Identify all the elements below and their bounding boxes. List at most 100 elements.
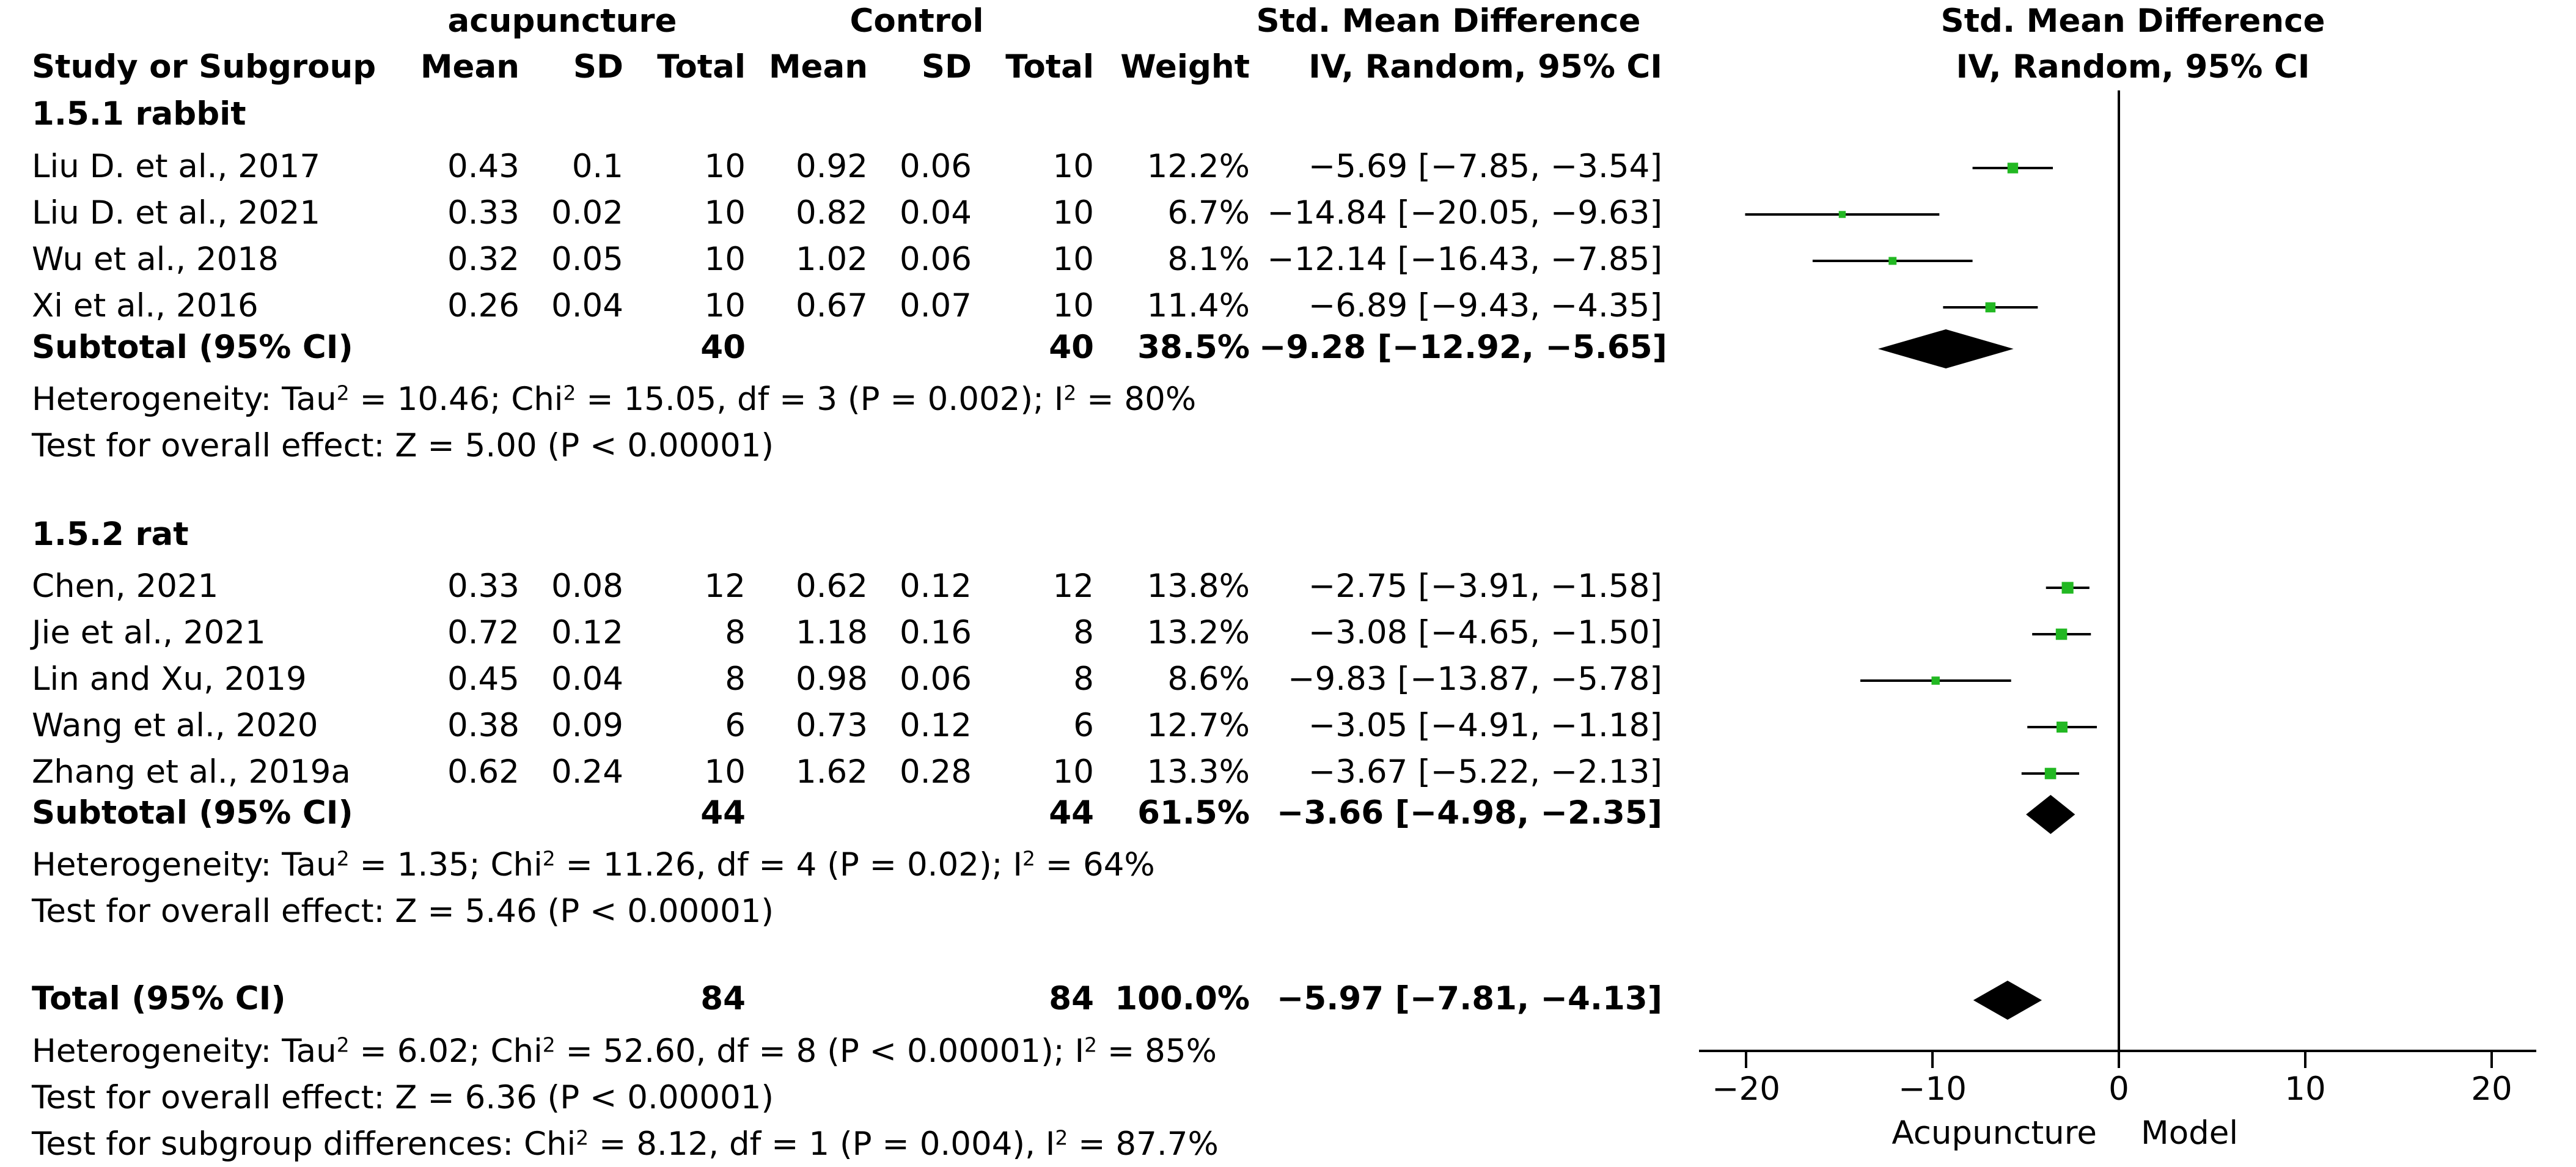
x-tick-label: −20: [1712, 1070, 1780, 1108]
sd2: 0.06: [899, 241, 972, 278]
axis-label-left: Acupuncture: [1892, 1114, 2097, 1152]
mean2: 0.73: [795, 707, 868, 744]
col-mean2: Mean: [768, 48, 868, 86]
ci: −3.67 [−5.22, −2.13]: [1308, 753, 1662, 791]
summary-diamond: [1973, 981, 2042, 1020]
study-name: Chen, 2021: [32, 568, 219, 605]
total2: 8: [1073, 614, 1094, 651]
heterogeneity-rat: Heterogeneity: Tau2 = 1.35; Chi2 = 11.26…: [32, 846, 1155, 883]
sd1: 0.09: [551, 707, 623, 744]
mean1: 0.72: [447, 614, 519, 651]
total-weight: 100.0%: [1115, 980, 1250, 1017]
mean2: 1.02: [795, 241, 868, 278]
study-name: Jie et al., 2021: [32, 614, 266, 651]
plot-method: IV, Random, 95% CI: [1956, 48, 2310, 86]
col-weight: Weight: [1120, 48, 1250, 86]
study-name: Wu et al., 2018: [32, 241, 279, 278]
weight: 13.8%: [1147, 568, 1250, 605]
overall-effect-rabbit: Test for overall effect: Z = 5.00 (P < 0…: [32, 427, 774, 464]
subtotal-ci: −9.28 [−12.92, −5.65]: [1259, 329, 1667, 366]
subtotal-weight: 61.5%: [1137, 794, 1250, 832]
study-marker: [1931, 676, 1940, 685]
sd2: 0.06: [899, 660, 972, 698]
mean2: 1.18: [795, 614, 868, 651]
col-sd2: SD: [921, 48, 972, 86]
study-marker: [1888, 257, 1897, 265]
sd2: 0.12: [899, 707, 972, 744]
total-ci: −5.97 [−7.81, −4.13]: [1276, 980, 1662, 1017]
study-name: Liu D. et al., 2021: [32, 194, 321, 232]
subgroup-title-rat: 1.5.2 rat: [32, 516, 189, 553]
sd1: 0.12: [551, 614, 623, 651]
overall-effect-rat: Test for overall effect: Z = 5.46 (P < 0…: [32, 893, 774, 930]
total2: 10: [1052, 241, 1094, 278]
sd1: 0.04: [551, 660, 623, 698]
x-tick-label: −10: [1898, 1070, 1967, 1108]
total2: 12: [1052, 568, 1094, 605]
total1: 6: [725, 707, 746, 744]
header-group1: acupuncture: [447, 2, 677, 40]
weight: 12.2%: [1147, 148, 1250, 185]
total1: 10: [704, 287, 746, 324]
weight: 8.6%: [1167, 660, 1250, 698]
weight: 6.7%: [1167, 194, 1250, 232]
total1: 10: [704, 194, 746, 232]
subgroup-title-rabbit: 1.5.1 rabbit: [32, 95, 246, 133]
study-name: Lin and Xu, 2019: [32, 660, 307, 698]
sd1: 0.08: [551, 568, 623, 605]
subtotal-weight: 38.5%: [1137, 329, 1250, 366]
sd2: 0.16: [899, 614, 972, 651]
subtotal-ci: −3.66 [−4.98, −2.35]: [1276, 794, 1662, 832]
total-label: Total (95% CI): [32, 980, 286, 1017]
summary-diamond: [2026, 795, 2075, 834]
study-marker: [2007, 163, 2019, 174]
col-total1: Total: [657, 48, 746, 86]
study-marker: [2061, 582, 2074, 594]
total1: 10: [704, 148, 746, 185]
sd2: 0.07: [899, 287, 972, 324]
study-name: Liu D. et al., 2017: [32, 148, 321, 185]
heterogeneity-total: Heterogeneity: Tau2 = 6.02; Chi2 = 52.60…: [32, 1033, 1217, 1070]
mean1: 0.32: [447, 241, 519, 278]
header-smd-plot: Std. Mean Difference: [1940, 2, 2325, 40]
mean2: 1.62: [795, 753, 868, 791]
overall-effect-total: Test for overall effect: Z = 6.36 (P < 0…: [32, 1079, 774, 1116]
subtotal-total1: 40: [700, 329, 746, 366]
study-marker: [1985, 302, 1996, 313]
x-tick-label: 0: [2108, 1070, 2129, 1108]
mean1: 0.33: [447, 194, 519, 232]
ci: −5.69 [−7.85, −3.54]: [1308, 148, 1662, 185]
study-name: Xi et al., 2016: [32, 287, 259, 324]
sd1: 0.02: [551, 194, 623, 232]
ci: −3.08 [−4.65, −1.50]: [1308, 614, 1662, 651]
ci: −9.83 [−13.87, −5.78]: [1288, 660, 1662, 698]
col-mean1: Mean: [420, 48, 519, 86]
total1: 12: [704, 568, 746, 605]
mean1: 0.38: [447, 707, 519, 744]
subgroup-differences-test: Test for subgroup differences: Chi2 = 8.…: [32, 1125, 1219, 1163]
total-total2: 84: [1049, 980, 1094, 1017]
study-marker: [2055, 628, 2068, 640]
weight: 11.4%: [1147, 287, 1250, 324]
subtotal-total1: 44: [700, 794, 746, 832]
sd2: 0.04: [899, 194, 972, 232]
total2: 10: [1052, 148, 1094, 185]
mean2: 0.92: [795, 148, 868, 185]
sd2: 0.12: [899, 568, 972, 605]
mean2: 0.62: [795, 568, 868, 605]
axis-label-right: Model: [2141, 1114, 2238, 1152]
header-smd: Std. Mean Difference: [1256, 2, 1641, 40]
weight: 13.3%: [1147, 753, 1250, 791]
weight: 8.1%: [1167, 241, 1250, 278]
mean2: 0.82: [795, 194, 868, 232]
subtotal-label: Subtotal (95% CI): [32, 329, 353, 366]
mean2: 0.98: [795, 660, 868, 698]
study-marker: [1838, 211, 1846, 218]
study-marker: [2044, 767, 2057, 780]
subtotal-label: Subtotal (95% CI): [32, 794, 353, 832]
mean1: 0.26: [447, 287, 519, 324]
sd1: 0.04: [551, 287, 623, 324]
total2: 10: [1052, 194, 1094, 232]
